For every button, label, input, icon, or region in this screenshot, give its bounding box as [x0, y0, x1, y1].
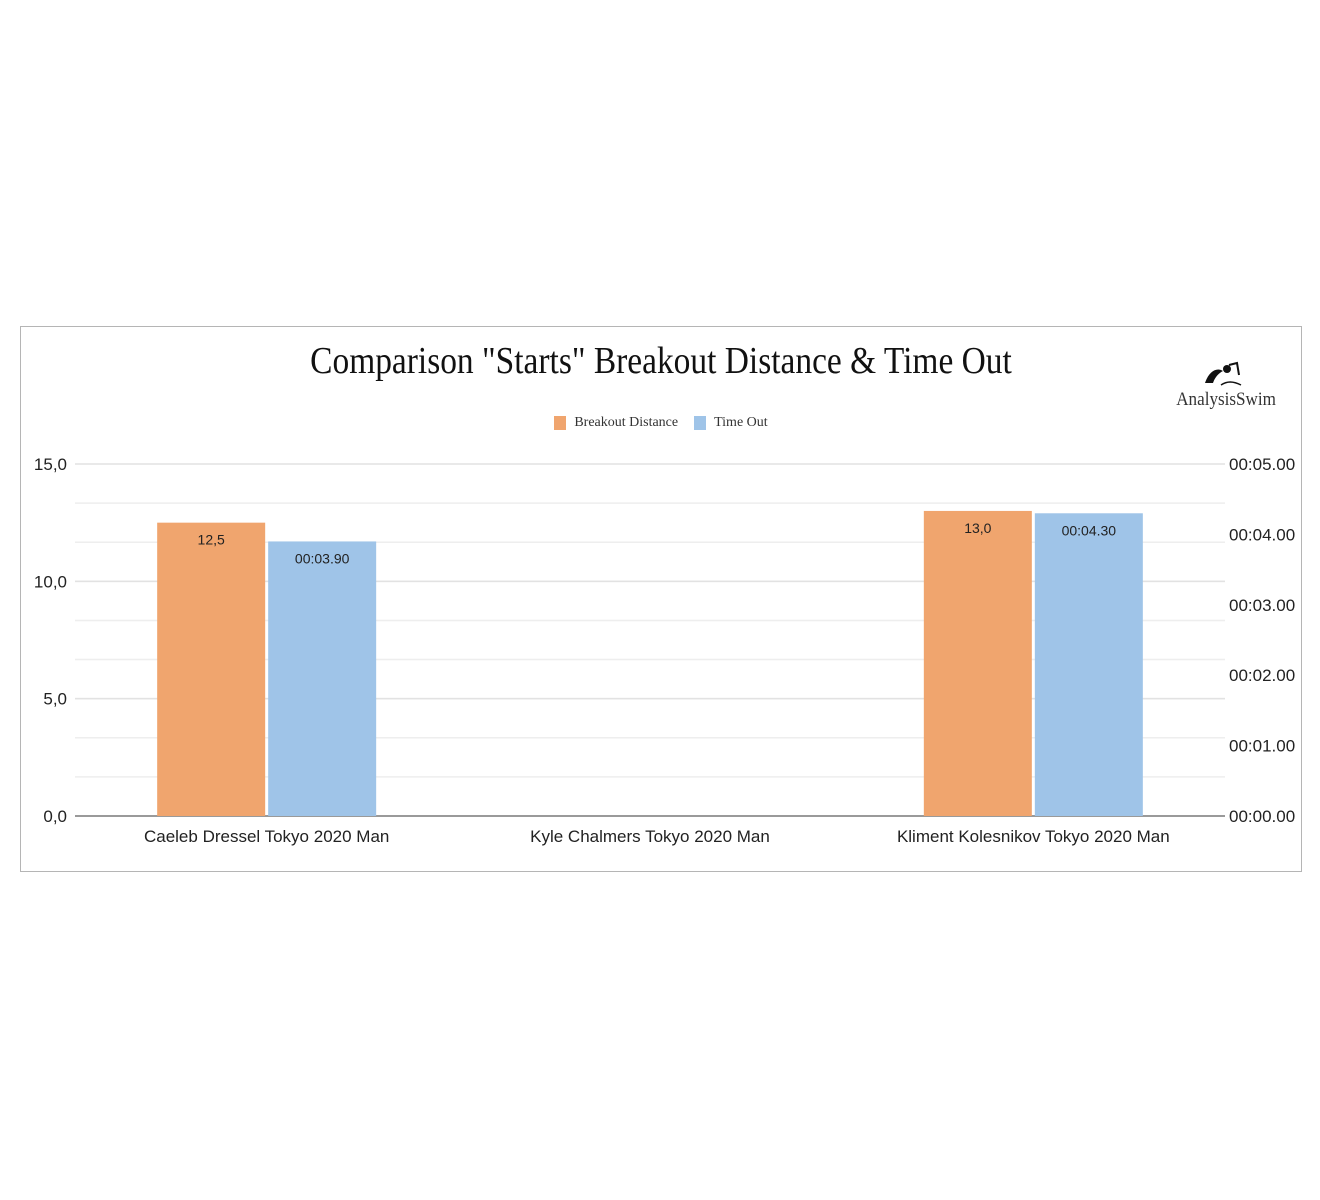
legend-swatch-breakout-distance [554, 416, 567, 430]
y-left-tick-label: 10,0 [34, 572, 67, 591]
y-right-tick-label: 00:00.00 [1229, 807, 1295, 826]
legend: Breakout Distance Time Out [21, 415, 1301, 431]
legend-item-breakout-distance: Breakout Distance [554, 415, 678, 431]
bar-data-label: 13,0 [964, 520, 991, 536]
legend-label-breakout-distance: Breakout Distance [574, 415, 679, 430]
logo-text: AnalysisSwim [1176, 389, 1276, 410]
bar-data-label: 12,5 [198, 532, 225, 548]
bar-data-label: 00:04.30 [1062, 522, 1117, 538]
bar-breakout-distance [157, 522, 266, 816]
category-label: Kliment Kolesnikov Tokyo 2020 Man [897, 827, 1170, 846]
legend-item-time-out: Time Out [694, 415, 768, 431]
y-right-tick-label: 00:05.00 [1229, 455, 1295, 474]
legend-label-time-out: Time Out [714, 415, 768, 430]
swimmer-icon [1205, 361, 1242, 386]
category-label: Kyle Chalmers Tokyo 2020 Man [530, 827, 770, 846]
y-right-tick-label: 00:02.00 [1229, 666, 1295, 685]
analysisswim-logo: AnalysisSwim [1171, 357, 1276, 411]
legend-swatch-time-out [694, 416, 707, 430]
y-left-tick-label: 15,0 [34, 455, 67, 474]
chart-card: Comparison "Starts" Breakout Distance & … [20, 326, 1302, 872]
bar-data-label: 00:03.90 [295, 550, 350, 566]
bar-breakout-distance [923, 510, 1032, 816]
y-right-tick-label: 00:01.00 [1229, 737, 1295, 756]
y-left-tick-label: 0,0 [43, 807, 67, 826]
category-label: Caeleb Dressel Tokyo 2020 Man [144, 827, 389, 846]
bar-time-out [268, 541, 377, 816]
chart-title: Comparison "Starts" Breakout Distance & … [310, 340, 1012, 382]
bar-time-out [1034, 513, 1143, 816]
y-right-tick-label: 00:03.00 [1229, 596, 1295, 615]
chart-plot-area: 0,0 5,0 10,0 15,0 00:00.00 00:01.00 00:02.00 00… [34, 455, 1295, 846]
y-right-tick-label: 00:04.00 [1229, 525, 1295, 544]
y-left-tick-label: 5,0 [43, 690, 67, 709]
